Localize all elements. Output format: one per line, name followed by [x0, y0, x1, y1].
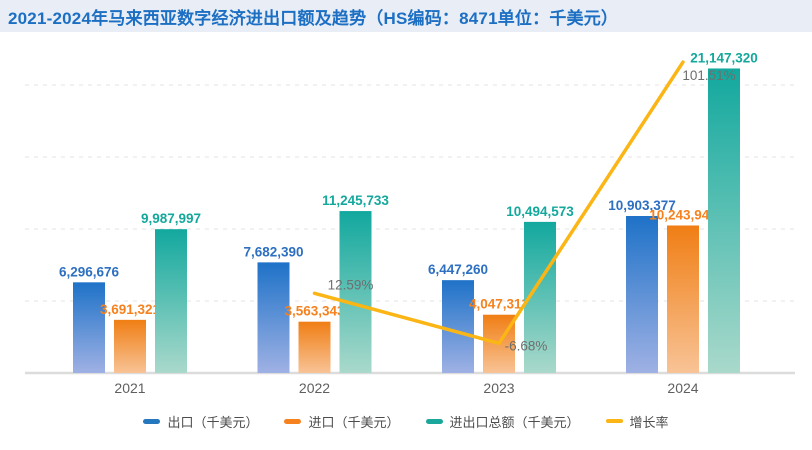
bar-export-2021[interactable]: [73, 282, 105, 373]
value-label-export-2024: 10,903,377: [608, 198, 676, 213]
bar-import-2022[interactable]: [298, 321, 331, 373]
chart-area: 6,296,676 7,682,390 6,447,260 10,903,377 3,6…: [0, 32, 812, 412]
legend-label-export: 出口（千美元）: [167, 414, 259, 430]
value-label-export-2022: 7,682,390: [243, 244, 303, 259]
x-axis-label-2022: 2022: [299, 380, 330, 396]
legend-label-import: 进口（千美元）: [308, 414, 400, 430]
legend-item-import[interactable]: 进口（千美元）: [284, 412, 400, 431]
value-label-import-2022: 3,563,343: [284, 304, 345, 319]
value-label-total-2023: 10,494,573: [506, 204, 574, 219]
bar-total-2021[interactable]: [155, 229, 187, 373]
bar-total-2022[interactable]: [339, 211, 372, 373]
legend-marker-growth-rate: [605, 419, 623, 423]
value-label-import-2023: 4,047,313: [469, 297, 530, 312]
legend-marker-import: [284, 418, 302, 424]
value-label-total-2022: 11,245,733: [322, 193, 389, 208]
bar-export-2022[interactable]: [257, 262, 290, 373]
legend-item-export[interactable]: 出口（千美元）: [143, 412, 258, 431]
x-axis-label-2021: 2021: [114, 380, 145, 396]
growth-rate-label-2024: 101.51%: [682, 68, 735, 83]
chart-canvas[interactable]: 6,296,676 7,682,390 6,447,260 10,903,377 3,6…: [0, 32, 812, 412]
growth-rate-label-2023: -6.68%: [505, 338, 548, 353]
legend-marker-export: [143, 418, 161, 424]
bar-import-2021[interactable]: [114, 319, 146, 373]
value-label-export-2021: 6,296,676: [59, 264, 120, 279]
legend-marker-total: [425, 418, 443, 424]
x-axis-label-2023: 2023: [483, 380, 514, 396]
legend-item-growth-rate[interactable]: 增长率: [605, 412, 669, 431]
value-label-total-2021: 9,987,997: [141, 211, 201, 226]
value-label-import-2021: 3,691,321: [100, 302, 161, 317]
chart-legend: 出口（千美元） 进口（千美元） 进出口总额（千美元） 增长率: [0, 410, 812, 432]
legend-item-total[interactable]: 进出口总额（千美元）: [425, 412, 580, 431]
value-label-export-2023: 6,447,260: [428, 262, 488, 277]
x-axis-label-2024: 2024: [667, 380, 698, 396]
legend-label-growth-rate: 增长率: [629, 414, 669, 430]
value-label-total-2024: 21,147,320: [690, 50, 758, 65]
legend-label-total: 进出口总额（千美元）: [449, 414, 580, 430]
growth-rate-label-2022: 12.59%: [328, 277, 374, 292]
chart-title: 2021-2024年马来西亚数字经济进出口额及趋势（HS编码：8471单位：千美…: [8, 8, 619, 28]
value-label-import-2024: 10,243,943: [649, 207, 717, 222]
bar-total-2024[interactable]: [708, 68, 740, 374]
growth-rate-line[interactable]: [312, 60, 685, 346]
bar-import-2024[interactable]: [667, 225, 699, 373]
bar-export-2023[interactable]: [442, 280, 474, 373]
chart-title-bar: 2021-2024年马来西亚数字经济进出口额及趋势（HS编码：8471单位：千美…: [0, 0, 812, 32]
bar-export-2024[interactable]: [626, 215, 658, 373]
